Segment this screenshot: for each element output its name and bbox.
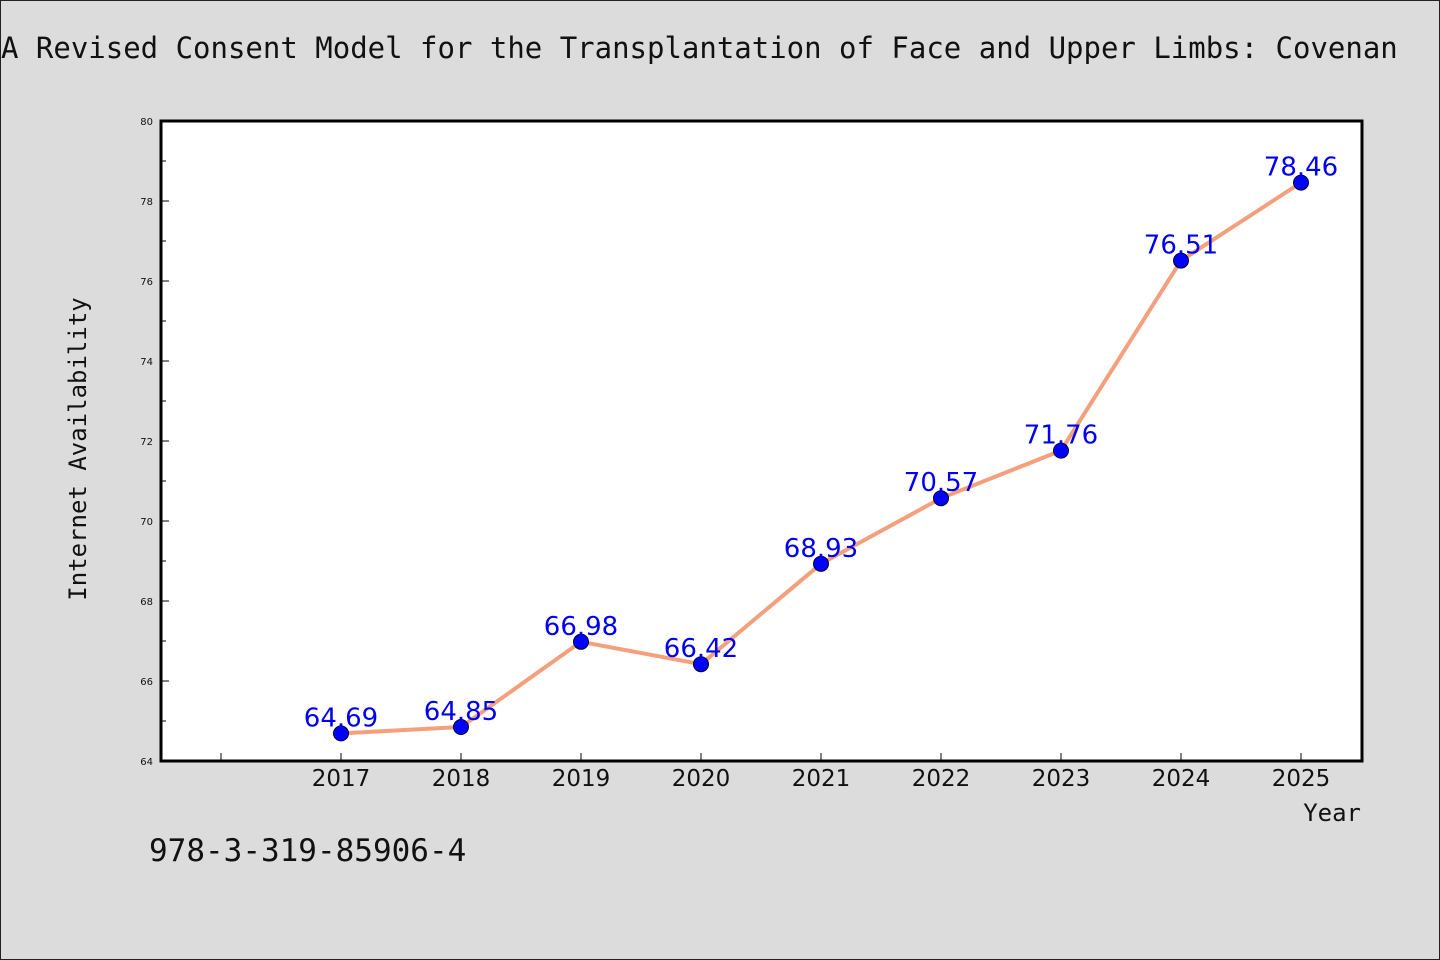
y-tick-label: 66	[140, 677, 153, 688]
x-axis-ticks: 2017 2018 2019 2020 2021 2022 2023 2024 2025	[220, 753, 1331, 792]
data-point	[1053, 442, 1069, 459]
x-tick-label: 2017	[312, 766, 371, 792]
data-label: 64.85	[424, 697, 498, 727]
chart-title: A Revised Consent Model for the Transpla…	[1, 31, 1398, 65]
data-label: 66.98	[544, 612, 618, 642]
y-axis-label: Internet Availability	[64, 297, 92, 600]
data-point	[333, 725, 349, 742]
y-tick-label: 68	[140, 597, 153, 608]
data-point	[573, 633, 589, 650]
y-tick-label: 64	[140, 757, 153, 768]
x-tick-label: 2018	[432, 766, 491, 792]
data-point	[1173, 252, 1189, 269]
data-point	[813, 555, 829, 572]
data-label: 68.93	[784, 534, 858, 564]
y-tick-label: 74	[140, 357, 153, 368]
x-axis-label: Year	[1303, 799, 1361, 827]
y-tick-label: 76	[140, 277, 153, 288]
x-tick-label: 2025	[1272, 766, 1331, 792]
data-label: 76.51	[1144, 231, 1218, 261]
data-point	[453, 719, 469, 735]
data-label: 66.42	[664, 634, 738, 664]
y-tick-label: 78	[140, 197, 153, 208]
data-point	[1293, 174, 1309, 191]
data-label: 70.57	[904, 468, 978, 498]
y-tick-label: 70	[140, 517, 153, 528]
plot-border	[159, 119, 1364, 763]
x-tick-label: 2019	[552, 766, 611, 792]
x-tick-label: 2021	[792, 766, 851, 792]
plot-area	[161, 121, 1362, 761]
isbn-text: 978-3-319-85906-4	[149, 833, 467, 869]
series-markers	[333, 174, 1309, 742]
x-tick-label: 2024	[1152, 766, 1211, 792]
data-label: 64.69	[304, 703, 378, 733]
y-tick-label: 80	[140, 117, 153, 128]
y-tick-label: 72	[140, 437, 153, 448]
x-tick-label: 2022	[912, 766, 971, 792]
x-tick-label: 2023	[1032, 766, 1091, 792]
data-point	[933, 490, 949, 507]
x-tick-label: 2020	[672, 766, 731, 792]
data-point	[693, 656, 709, 673]
data-labels: 64.69 64.85 66.98 66.42 68.93 70.57 71.76 76.51…	[304, 153, 1338, 734]
data-label: 71.76	[1024, 421, 1098, 451]
data-label: 78.46	[1264, 153, 1338, 183]
